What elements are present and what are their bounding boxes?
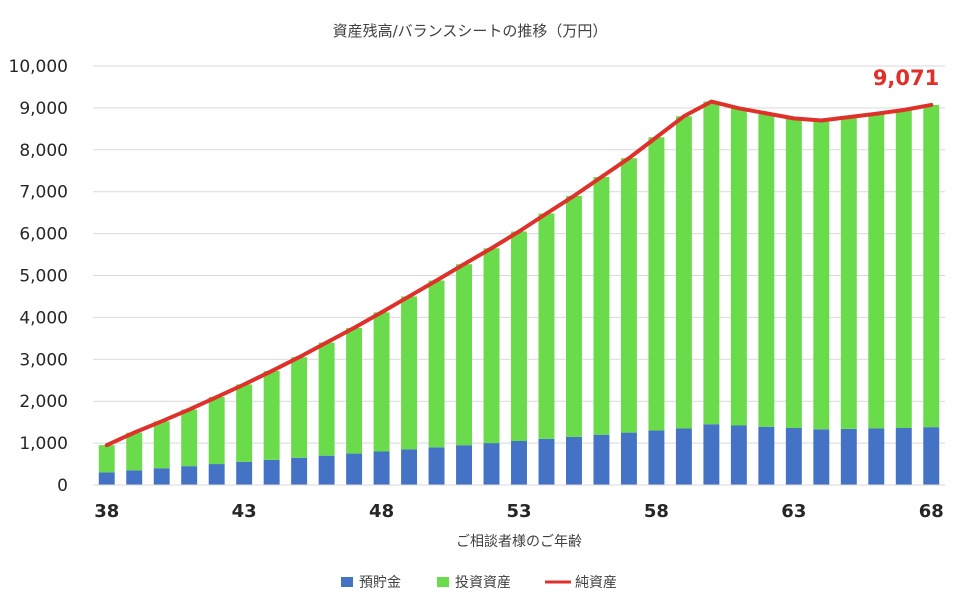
bar-savings [923, 427, 940, 485]
bar-savings [565, 436, 582, 485]
y-tick-label: 6,000 [19, 225, 68, 245]
legend-label: 純資産 [575, 575, 617, 591]
bar-savings [208, 464, 225, 485]
bar-savings [758, 426, 775, 485]
x-tick-label: 53 [506, 501, 531, 522]
y-tick-label: 7,000 [19, 183, 68, 203]
bar-savings [236, 461, 253, 485]
bar-investments [126, 432, 143, 471]
bar-investments [373, 312, 390, 452]
y-tick-label: 0 [57, 476, 68, 496]
bar-savings [703, 424, 720, 485]
y-tick-label: 8,000 [19, 141, 68, 161]
bars [98, 101, 940, 485]
bar-savings [868, 428, 885, 485]
bar-savings [511, 441, 527, 485]
bar-investments [401, 296, 418, 450]
bar-investments [758, 113, 775, 427]
bar-savings [593, 434, 610, 485]
bar-savings [126, 470, 143, 485]
bar-investments [840, 117, 857, 429]
bar-investments [923, 104, 940, 428]
bar-savings [373, 451, 390, 485]
bar-investments [236, 384, 253, 462]
bar-investments [456, 264, 473, 446]
bar-investments [868, 113, 885, 429]
x-axis-label: ご相談者様のご年齢 [456, 534, 582, 550]
x-tick-label: 68 [919, 501, 944, 522]
final-value-annotation: 9,071 [873, 66, 939, 90]
y-tick-label: 10,000 [9, 57, 68, 77]
x-tick-label: 43 [232, 501, 257, 522]
bar-investments [675, 116, 692, 429]
bar-investments [428, 280, 445, 448]
bar-investments [895, 109, 912, 429]
bar-savings [98, 472, 115, 485]
bar-savings [813, 429, 830, 485]
legend-swatch [341, 577, 353, 587]
x-tick-label: 58 [644, 501, 669, 522]
bar-investments [648, 137, 665, 431]
bar-investments [511, 231, 527, 442]
bar-investments [703, 101, 720, 425]
bar-investments [483, 248, 500, 444]
bar-investments [565, 195, 582, 437]
bar-savings [291, 457, 308, 485]
bar-investments [620, 158, 637, 433]
x-tick-label: 38 [94, 501, 119, 522]
bar-investments [181, 409, 198, 467]
bar-savings [263, 459, 280, 485]
bar-investments [208, 397, 225, 465]
y-tick-label: 1,000 [19, 434, 68, 454]
y-tick-label: 4,000 [19, 308, 68, 328]
bar-savings [730, 425, 747, 485]
bar-savings [428, 447, 445, 485]
bar-savings [840, 428, 857, 485]
bar-investments [291, 357, 308, 458]
y-tick-label: 9,000 [19, 99, 68, 119]
bar-investments [593, 177, 610, 435]
bar-savings [181, 466, 198, 485]
bar-investments [153, 421, 170, 469]
bar-investments [318, 342, 335, 456]
bar-savings [538, 438, 555, 485]
bar-savings [401, 449, 418, 485]
bar-savings [648, 430, 665, 485]
bar-savings [675, 428, 692, 485]
legend-label: 投資資産 [455, 575, 511, 591]
bar-investments [98, 445, 115, 473]
bar-savings [895, 428, 912, 485]
bar-savings [456, 445, 473, 485]
bar-investments [263, 371, 280, 460]
y-tick-label: 5,000 [19, 267, 68, 287]
bar-investments [730, 108, 747, 426]
legend-swatch [437, 577, 449, 587]
bar-investments [346, 327, 363, 454]
net-assets-line-layer [104, 99, 934, 448]
x-tick-label: 63 [781, 501, 806, 522]
legend-label: 預貯金 [359, 575, 401, 591]
legend: 預貯金 投資資産 純資産 [341, 575, 617, 591]
bar-savings [153, 468, 170, 485]
bar-investments [785, 118, 802, 429]
bar-savings [785, 428, 802, 485]
bar-savings [346, 453, 363, 485]
y-axis-ticks: 0 1,000 2,000 3,000 4,000 5,000 6,000 7,000 8,00… [9, 57, 68, 496]
bar-savings [483, 443, 500, 485]
bar-savings [620, 432, 637, 485]
chart-title: 資産残高/バランスシートの推移（万円） [333, 22, 608, 40]
x-tick-label: 48 [369, 501, 394, 522]
bar-investments [813, 120, 830, 430]
net-assets-line [104, 99, 934, 448]
x-axis-ticks: 38 43 48 53 58 63 68 [94, 501, 944, 522]
bar-investments [538, 213, 555, 439]
bar-savings [318, 455, 335, 485]
y-tick-label: 3,000 [19, 350, 68, 370]
y-tick-label: 2,000 [19, 392, 68, 412]
